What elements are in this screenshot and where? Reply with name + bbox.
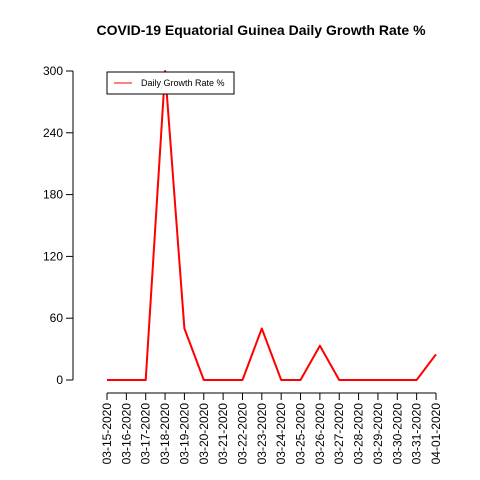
x-tick-label: 03-20-2020 (197, 403, 211, 465)
x-tick-label: 03-17-2020 (139, 403, 153, 465)
x-tick-label: 03-31-2020 (410, 403, 424, 465)
x-tick-label: 03-16-2020 (119, 403, 133, 465)
y-tick-label: 0 (56, 373, 63, 387)
legend: Daily Growth Rate % (106, 71, 235, 95)
x-tick-label: 03-24-2020 (274, 403, 288, 465)
x-tick-label: 03-15-2020 (100, 403, 114, 465)
x-tick-label: 03-27-2020 (332, 403, 346, 465)
x-tick-label: 04-01-2020 (429, 403, 443, 465)
series-line (107, 70, 437, 381)
x-tick-label: 03-19-2020 (177, 403, 191, 465)
x-tick-label: 03-22-2020 (235, 403, 249, 465)
y-axis: 0 60 120 180 240 300 (43, 64, 74, 387)
x-tick-label: 03-28-2020 (352, 403, 366, 465)
x-tick-label: 03-23-2020 (255, 403, 269, 465)
legend-label: Daily Growth Rate % (141, 78, 225, 88)
y-tick-label: 60 (50, 311, 64, 325)
y-tick-label: 180 (43, 188, 63, 202)
x-tick-label: 03-25-2020 (294, 403, 308, 465)
x-axis: 03-15-2020 03-16-2020 03-17-2020 03-18-2020… (100, 392, 443, 465)
plot-series (106, 70, 437, 381)
chart-title: COVID-19 Equatorial Guinea Daily Growth … (96, 22, 426, 38)
x-tick-label: 03-18-2020 (158, 403, 172, 465)
y-tick-label: 300 (43, 64, 63, 78)
y-tick-label: 120 (43, 249, 63, 263)
x-tick-label: 03-29-2020 (371, 403, 385, 465)
legend-box (106, 71, 235, 95)
x-tick-label: 03-30-2020 (390, 403, 404, 465)
x-tick-label: 03-21-2020 (216, 403, 230, 465)
x-tick-label: 03-26-2020 (313, 403, 327, 465)
y-tick-label: 240 (43, 126, 63, 140)
